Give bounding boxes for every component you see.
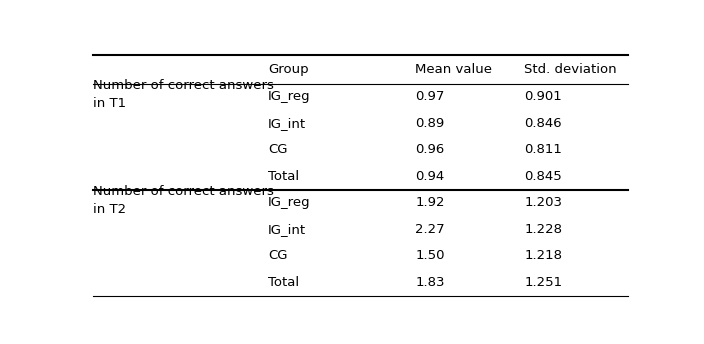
Text: CG: CG	[268, 143, 287, 157]
Text: 0.97: 0.97	[415, 90, 445, 104]
Text: IG_reg: IG_reg	[268, 90, 310, 104]
Text: Total: Total	[268, 276, 299, 289]
Text: Number of correct answers
in T2: Number of correct answers in T2	[94, 185, 275, 216]
Text: 1.50: 1.50	[415, 249, 445, 262]
Text: 0.811: 0.811	[524, 143, 562, 157]
Text: 0.846: 0.846	[524, 117, 562, 130]
Text: 1.228: 1.228	[524, 223, 562, 236]
Text: 2.27: 2.27	[415, 223, 445, 236]
Text: 0.845: 0.845	[524, 170, 562, 183]
Text: Group: Group	[268, 63, 308, 76]
Text: 0.901: 0.901	[524, 90, 562, 104]
Text: CG: CG	[268, 249, 287, 262]
Text: IG_int: IG_int	[268, 223, 306, 236]
Text: 0.96: 0.96	[415, 143, 445, 157]
Text: Number of correct answers
in T1: Number of correct answers in T1	[94, 79, 275, 110]
Text: IG_reg: IG_reg	[268, 196, 310, 209]
Text: Mean value: Mean value	[415, 63, 492, 76]
Text: 1.203: 1.203	[524, 196, 562, 209]
Text: 1.83: 1.83	[415, 276, 445, 289]
Text: 1.251: 1.251	[524, 276, 562, 289]
Text: 0.94: 0.94	[415, 170, 445, 183]
Text: Std. deviation: Std. deviation	[524, 63, 617, 76]
Text: 0.89: 0.89	[415, 117, 445, 130]
Text: IG_int: IG_int	[268, 117, 306, 130]
Text: 1.218: 1.218	[524, 249, 562, 262]
Text: 1.92: 1.92	[415, 196, 445, 209]
Text: Total: Total	[268, 170, 299, 183]
